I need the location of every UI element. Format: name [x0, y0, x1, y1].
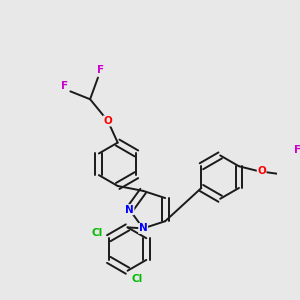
- Text: F: F: [61, 81, 68, 92]
- Text: F: F: [98, 65, 104, 75]
- Text: Cl: Cl: [132, 274, 143, 284]
- Text: N: N: [139, 224, 148, 233]
- Text: F: F: [294, 146, 300, 155]
- Text: O: O: [257, 166, 266, 176]
- Text: Cl: Cl: [91, 228, 103, 238]
- Text: N: N: [125, 205, 134, 214]
- Text: O: O: [103, 116, 112, 126]
